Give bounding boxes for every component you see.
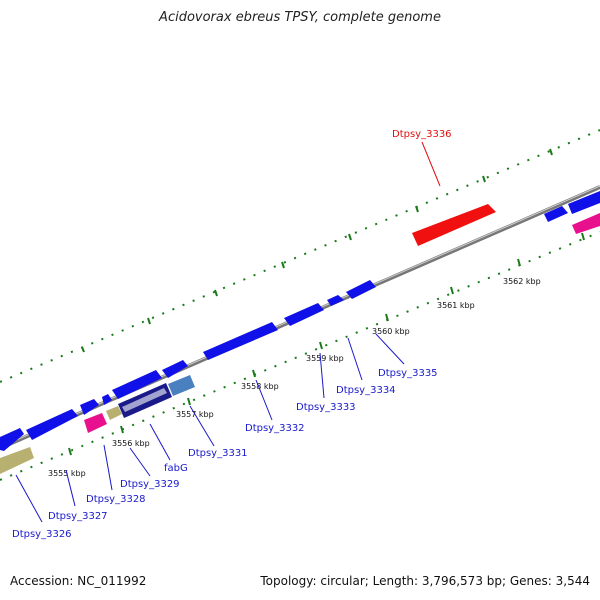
genome-stats-label: Topology: circular; Length: 3,796,573 bp… — [260, 574, 590, 588]
gene-dtpsy-3336 — [412, 204, 496, 246]
gene-arrow — [26, 409, 78, 440]
gene-arrow — [327, 295, 344, 306]
outer-major-ticks — [81, 148, 553, 353]
gene-label: Dtpsy_3333 — [296, 402, 356, 413]
accession-label: Accession: NC_011992 — [10, 574, 147, 588]
gene-arrow — [203, 322, 278, 360]
kbp-labels: 3555 kbp 3556 kbp 3557 kbp 3558 kbp 3559… — [48, 277, 541, 478]
gene-label: Dtpsy_3327 — [48, 511, 108, 522]
gene-arrow — [284, 303, 324, 326]
map-title: Acidovorax ebreus TPSY, complete genome — [159, 10, 441, 25]
gene-label: Dtpsy_3334 — [336, 385, 396, 396]
outer-ruler — [0, 129, 600, 383]
pseudogene-arrow — [106, 406, 122, 420]
kbp-label: 3560 kbp — [372, 327, 410, 336]
gene-arrow — [102, 394, 112, 405]
gene-label: Dtpsy_3326 — [12, 529, 72, 540]
pseudogene-arrow — [0, 447, 34, 474]
gene-label-highlight: Dtpsy_3336 — [392, 129, 452, 140]
gene-label: Dtpsy_3328 — [86, 494, 146, 505]
gene-arrow-steel — [168, 375, 195, 396]
label-leaders — [15, 333, 405, 523]
kbp-label: 3558 kbp — [241, 382, 279, 391]
forward-strand-genes — [0, 191, 600, 451]
gene-arrow — [0, 428, 24, 451]
gene-labels: Dtpsy_3326 Dtpsy_3327 Dtpsy_3328 Dtpsy_3… — [12, 129, 452, 540]
kbp-label: 3561 kbp — [437, 301, 475, 310]
gene-label: Dtpsy_3332 — [245, 423, 305, 434]
gene-arrow — [80, 399, 99, 415]
kbp-label: 3556 kbp — [112, 439, 150, 448]
kbp-label: 3562 kbp — [503, 277, 541, 286]
gene-label: Dtpsy_3331 — [188, 448, 248, 459]
gene-arrow — [162, 360, 188, 378]
kbp-label: 3559 kbp — [306, 354, 344, 363]
rna-feature — [572, 213, 600, 234]
gene-label: Dtpsy_3329 — [120, 479, 180, 490]
gene-label: fabG — [164, 463, 188, 474]
label-leader-red — [421, 141, 441, 187]
inner-ruler — [0, 231, 600, 481]
rna-feature — [84, 413, 107, 433]
gene-arrow — [346, 280, 376, 299]
gene-arrow — [112, 370, 162, 399]
gene-label: Dtpsy_3335 — [378, 368, 438, 379]
reverse-strand-genes — [0, 213, 600, 474]
gene-arrow — [544, 206, 568, 222]
gene-arrow — [568, 191, 600, 214]
inner-major-ticks — [68, 232, 585, 456]
